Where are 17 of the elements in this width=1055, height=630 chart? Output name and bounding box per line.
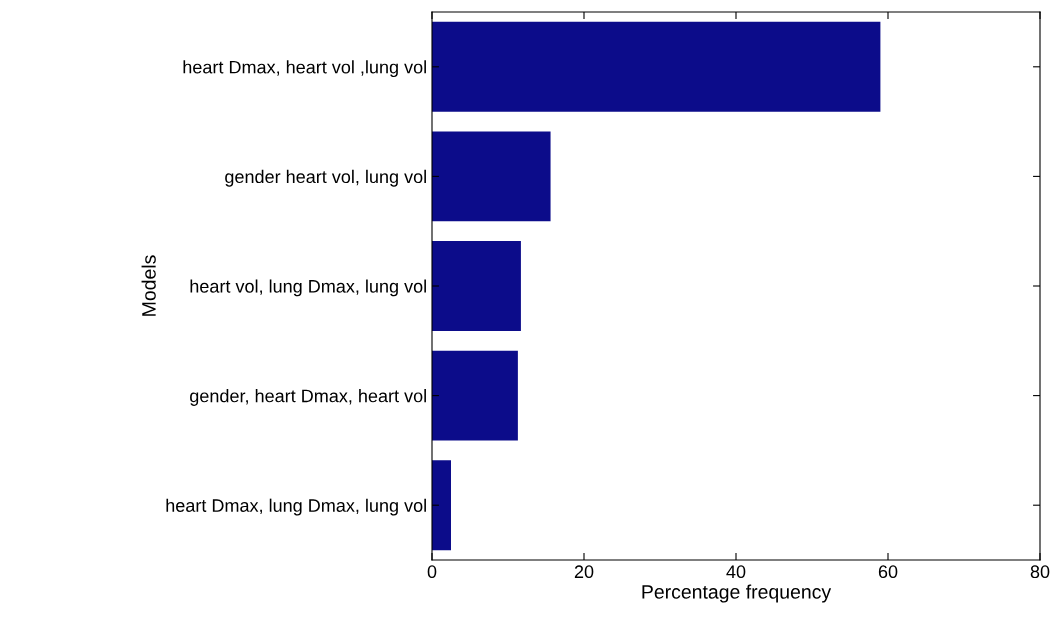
x-tick-label: 0 — [427, 565, 437, 579]
y-tick-label: gender, heart Dmax, heart vol — [190, 389, 426, 406]
y-tick-label: gender heart vol, lung vol — [225, 169, 426, 187]
x-tick-label: 80 — [1030, 565, 1050, 579]
x-axis-title: Percentage frequency — [642, 584, 832, 603]
bar — [432, 131, 551, 222]
y-axis-title: Models — [141, 255, 156, 316]
x-tick-label: 20 — [574, 565, 594, 579]
y-tick-label: heart Dmax, lung Dmax, lung vol — [166, 498, 426, 516]
x-tick-label: 40 — [726, 565, 746, 579]
bar — [432, 460, 451, 551]
x-tick-label: 60 — [878, 565, 898, 579]
y-tick-label: heart Dmax, heart vol ,lung vol — [183, 60, 426, 78]
bar — [432, 21, 881, 112]
y-tick-label: heart vol, lung Dmax, lung vol — [190, 279, 426, 297]
bar — [432, 241, 521, 331]
bar — [432, 350, 518, 441]
